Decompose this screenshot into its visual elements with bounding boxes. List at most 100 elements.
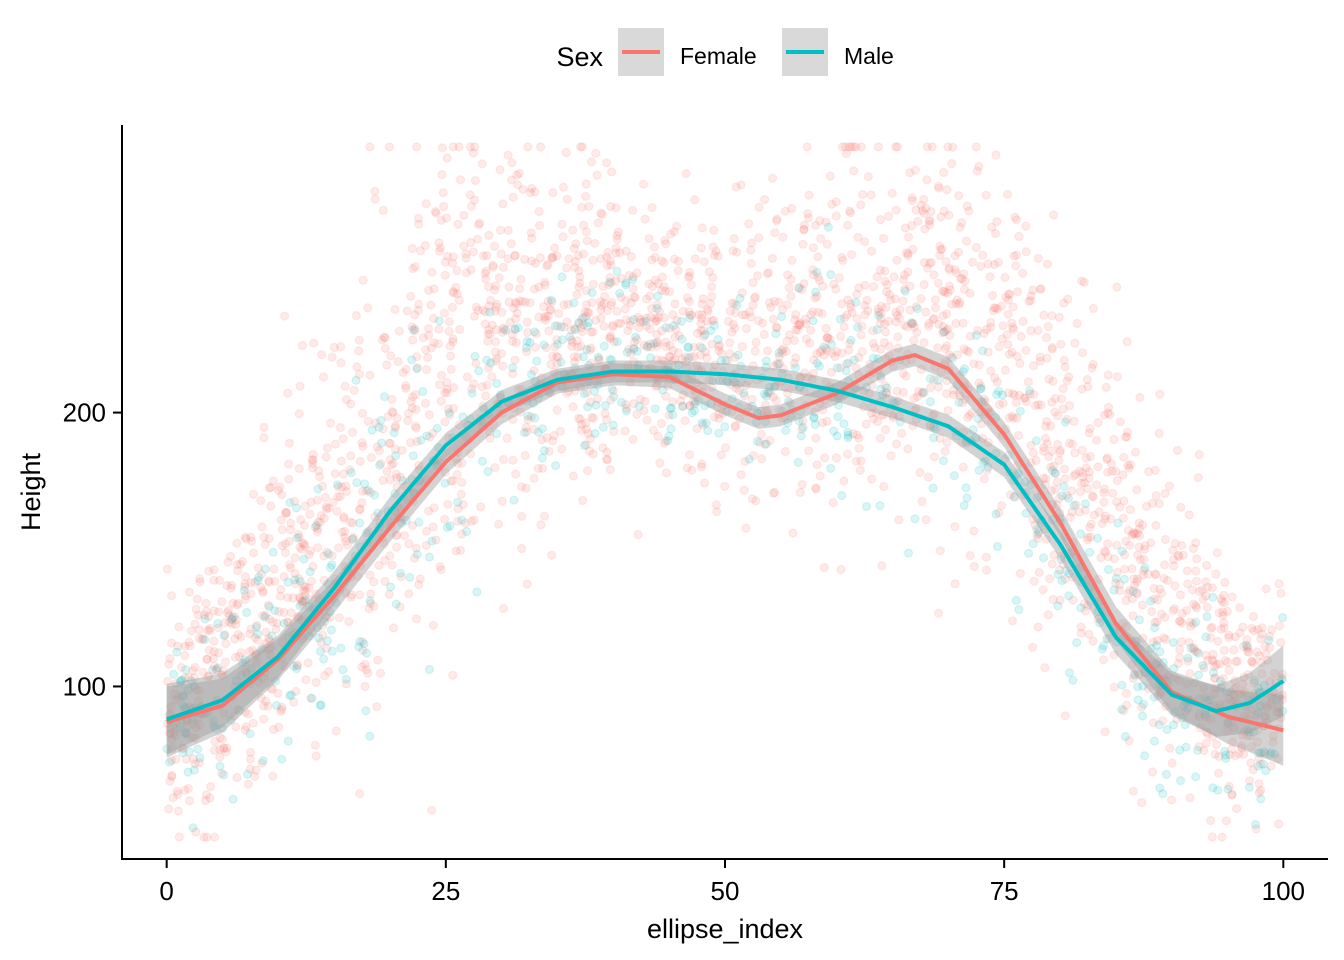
- data-point: [480, 268, 490, 279]
- data-point: [408, 392, 418, 402]
- data-point: [1149, 736, 1160, 746]
- data-point: [454, 295, 464, 305]
- data-point: [325, 612, 335, 623]
- data-point: [700, 329, 710, 340]
- data-point: [1084, 467, 1095, 477]
- data-point: [264, 483, 274, 493]
- data-point: [442, 384, 452, 394]
- data-point: [1267, 695, 1278, 705]
- data-point: [657, 256, 667, 266]
- data-point: [890, 294, 900, 304]
- data-point: [682, 293, 693, 303]
- data-point: [593, 218, 604, 228]
- data-point: [1222, 657, 1233, 667]
- data-point: [346, 468, 356, 478]
- data-point: [1202, 560, 1212, 571]
- data-point: [935, 546, 946, 556]
- data-point: [526, 183, 537, 193]
- data-point: [534, 206, 544, 217]
- data-point: [659, 282, 669, 292]
- data-point: [933, 181, 944, 191]
- data-point: [492, 354, 502, 364]
- data-point: [879, 481, 889, 492]
- data-point: [305, 567, 315, 577]
- data-point: [301, 582, 311, 592]
- data-point: [686, 280, 697, 290]
- data-point: [1143, 684, 1154, 694]
- data-point: [505, 317, 515, 327]
- data-point: [581, 300, 592, 310]
- data-point: [341, 588, 351, 598]
- data-point: [1076, 603, 1086, 613]
- data-point: [1244, 782, 1255, 793]
- data-point: [799, 225, 809, 235]
- data-point: [266, 501, 276, 511]
- data-point: [730, 308, 741, 318]
- data-point: [173, 789, 183, 800]
- data-point: [791, 353, 801, 363]
- data-point: [583, 317, 594, 327]
- data-point: [592, 170, 602, 180]
- data-point: [1009, 251, 1019, 261]
- data-point: [466, 237, 476, 248]
- data-point: [1036, 284, 1046, 294]
- data-point: [875, 265, 886, 275]
- data-point: [936, 245, 946, 255]
- data-point: [569, 243, 579, 254]
- data-point: [630, 292, 640, 302]
- data-point: [613, 227, 624, 237]
- data-point: [947, 159, 957, 169]
- data-point: [1147, 767, 1158, 777]
- data-point: [687, 465, 697, 475]
- data-point: [759, 389, 770, 399]
- data-point: [447, 258, 458, 268]
- data-point: [167, 755, 177, 766]
- data-point: [515, 283, 525, 294]
- data-point: [361, 706, 371, 716]
- data-point: [522, 327, 533, 338]
- data-point: [216, 670, 226, 680]
- data-point: [903, 548, 914, 558]
- data-point: [492, 378, 502, 389]
- data-point: [1235, 688, 1245, 699]
- data-point: [405, 572, 415, 583]
- data-point: [404, 589, 414, 599]
- data-point: [1028, 361, 1039, 371]
- data-point: [1127, 564, 1137, 574]
- data-point: [348, 427, 358, 437]
- data-point: [810, 407, 820, 417]
- data-point: [336, 643, 346, 653]
- data-point: [173, 806, 183, 816]
- data-point: [467, 388, 477, 398]
- data-point: [661, 239, 671, 249]
- data-point: [586, 157, 597, 167]
- data-point: [487, 372, 497, 382]
- data-point: [644, 234, 654, 244]
- data-point: [683, 353, 694, 363]
- data-point: [164, 659, 174, 669]
- data-point: [812, 460, 822, 470]
- data-point: [924, 258, 935, 268]
- data-point: [789, 335, 800, 346]
- data-point: [1182, 605, 1192, 616]
- data-point: [839, 476, 849, 486]
- data-point: [291, 579, 301, 589]
- data-point: [760, 439, 770, 449]
- data-point: [1135, 392, 1145, 402]
- data-point: [916, 294, 926, 304]
- data-point: [1210, 683, 1220, 693]
- data-point: [628, 434, 638, 444]
- data-point: [243, 709, 253, 719]
- data-point: [1273, 753, 1283, 764]
- data-point: [1113, 518, 1123, 528]
- data-point: [773, 359, 784, 369]
- data-point: [477, 382, 487, 392]
- data-point: [508, 192, 518, 202]
- data-point: [559, 322, 569, 332]
- data-point: [951, 318, 961, 328]
- data-point: [928, 433, 939, 443]
- data-point: [1026, 295, 1036, 306]
- data-point: [245, 629, 255, 639]
- data-point: [270, 605, 280, 616]
- data-point: [1163, 575, 1173, 586]
